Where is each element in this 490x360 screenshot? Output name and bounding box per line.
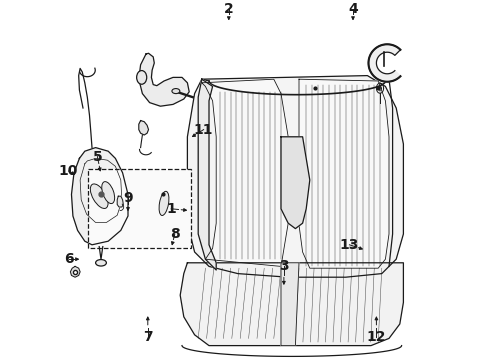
Polygon shape (281, 263, 299, 346)
Text: 13: 13 (340, 238, 359, 252)
Text: 4: 4 (348, 2, 358, 16)
Ellipse shape (172, 89, 180, 94)
Polygon shape (187, 76, 403, 277)
Text: 5: 5 (93, 150, 102, 163)
Polygon shape (139, 53, 189, 106)
Text: 9: 9 (123, 191, 133, 205)
Text: 11: 11 (194, 123, 213, 136)
Ellipse shape (159, 191, 169, 216)
Polygon shape (72, 148, 128, 245)
Ellipse shape (90, 184, 108, 208)
Text: 8: 8 (170, 227, 180, 241)
Polygon shape (139, 121, 148, 135)
Polygon shape (281, 137, 310, 229)
Text: 7: 7 (143, 330, 152, 343)
Text: 3: 3 (279, 260, 289, 273)
Ellipse shape (96, 260, 106, 266)
Polygon shape (202, 79, 288, 266)
Text: 2: 2 (224, 2, 234, 16)
Polygon shape (180, 263, 403, 346)
Text: 1: 1 (166, 202, 176, 216)
Polygon shape (71, 266, 80, 277)
Ellipse shape (137, 71, 147, 84)
Polygon shape (117, 196, 123, 207)
Text: 12: 12 (367, 330, 386, 343)
Polygon shape (368, 44, 400, 82)
Polygon shape (299, 79, 389, 268)
Text: 6: 6 (65, 252, 74, 266)
Bar (88, 169, 191, 248)
Ellipse shape (102, 181, 115, 204)
Polygon shape (198, 79, 216, 270)
Text: 10: 10 (59, 164, 78, 178)
